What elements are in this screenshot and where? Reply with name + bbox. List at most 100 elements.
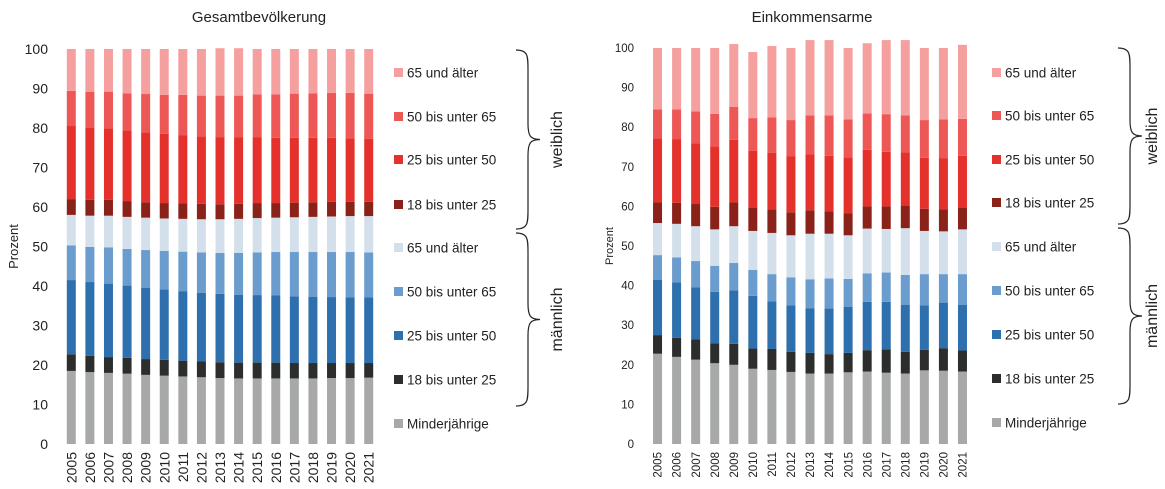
bar-segment-m50: [843, 278, 853, 307]
legend-label: 65 und älter: [1005, 66, 1077, 81]
x-tick-label: 2017: [286, 452, 302, 483]
bar-segment-w65: [767, 46, 777, 118]
bar-segment-m50: [122, 248, 132, 286]
bar-segment-w18: [364, 201, 374, 217]
bar-segment-w50: [215, 95, 225, 138]
bar-segment-m50: [271, 252, 281, 296]
bar-segment-m18: [919, 349, 929, 371]
bar-segment-w65: [900, 40, 910, 116]
bar-segment-m65: [786, 235, 796, 278]
bar-segment-minor: [938, 370, 948, 444]
x-tick-label: 2014: [231, 452, 247, 483]
y-tick-label: 30: [32, 317, 48, 333]
x-tick-label: 2016: [268, 452, 284, 483]
legend-label: 25 bis unter 50: [407, 329, 496, 344]
bar-segment-m18: [729, 343, 739, 365]
bar-segment-w25: [327, 137, 337, 202]
y-tick-label: 80: [32, 120, 48, 136]
bar-segment-w50: [289, 93, 299, 138]
x-tick-label: 2008: [710, 452, 722, 478]
bar-segment-m18: [710, 343, 720, 364]
bar-segment-m50: [729, 263, 739, 291]
bar-segment-w65: [141, 49, 151, 95]
bar-segment-w18: [178, 203, 188, 219]
bar-segment-w25: [824, 155, 834, 212]
bar-segment-w18: [900, 205, 910, 229]
bar-segment-w65: [710, 48, 720, 114]
legend-label: 25 bis unter 50: [1005, 153, 1094, 168]
bar-segment-m50: [672, 257, 682, 283]
bar-segment-w18: [196, 203, 206, 220]
x-tick-label: 2020: [939, 452, 951, 478]
x-tick-label: 2018: [900, 452, 912, 478]
bar-segment-minor: [957, 371, 967, 444]
bar-segment-m65: [215, 219, 225, 253]
bar-segment-w25: [196, 136, 206, 204]
bar-segment-w65: [271, 49, 281, 95]
bar-segment-m65: [103, 215, 113, 248]
bar-segment-m25: [786, 305, 796, 352]
bar-segment-w65: [691, 48, 701, 112]
legend-label: 25 bis unter 50: [407, 153, 496, 168]
y-tick-label: 60: [32, 199, 48, 215]
bar-segment-m65: [729, 226, 739, 264]
legend-swatch-m50: [992, 286, 1001, 295]
x-tick-label: 2017: [881, 452, 893, 478]
y-axis-label: Prozent: [6, 224, 21, 269]
bar-segment-w50: [691, 111, 701, 144]
bar-segment-m65: [345, 216, 355, 253]
bar-segment-m25: [103, 283, 113, 358]
bar-segment-m18: [938, 348, 948, 371]
bar-segment-w18: [345, 201, 355, 217]
bar-segment-w50: [881, 114, 891, 152]
y-tick-label: 70: [621, 162, 634, 174]
bar-segment-w18: [957, 207, 967, 230]
bar-segment-w65: [824, 40, 834, 116]
bar-segment-w65: [364, 49, 374, 94]
x-tick-label: 2019: [324, 452, 340, 483]
y-tick-label: 70: [32, 159, 48, 175]
y-tick-label: 90: [32, 80, 48, 96]
bar-segment-m65: [66, 214, 76, 246]
bar-segment-w50: [252, 94, 262, 138]
legend-label: 65 und älter: [407, 66, 479, 81]
y-tick-label: 50: [621, 241, 634, 253]
bar-segment-m18: [159, 359, 169, 376]
bar-segment-w18: [66, 199, 76, 215]
bar-segment-w25: [729, 139, 739, 203]
bar-segment-m25: [881, 301, 891, 350]
bar-segment-m50: [900, 274, 910, 306]
bar-segment-minor: [327, 378, 337, 444]
bar-segment-w65: [103, 49, 113, 92]
bar-segment-minor: [215, 378, 225, 444]
bar-segment-m50: [938, 274, 948, 303]
group-label-male: männlich: [1144, 284, 1161, 348]
bar-segment-w50: [957, 118, 967, 156]
bar-segment-m25: [215, 293, 225, 363]
y-axis-label: Prozent: [604, 227, 616, 265]
bar-segment-w50: [327, 92, 337, 138]
legend-label: 50 bis unter 65: [407, 285, 496, 300]
bar-segment-w50: [141, 94, 151, 133]
x-tick-label: 2015: [843, 452, 855, 478]
bar-segment-w50: [159, 94, 169, 134]
bar-segment-m25: [66, 280, 76, 355]
bar-segment-w50: [103, 91, 113, 129]
bar-segment-w18: [862, 206, 872, 229]
bar-segment-w25: [862, 149, 872, 207]
bar-segment-w65: [85, 49, 95, 92]
legend-label: 25 bis unter 50: [1005, 328, 1094, 343]
legend-swatch-w25: [394, 155, 403, 164]
brace-male: [515, 232, 541, 407]
bar-segment-m65: [85, 215, 95, 247]
bar-segment-minor: [234, 378, 244, 444]
bar-segment-m18: [196, 361, 206, 378]
bar-segment-m50: [178, 251, 188, 292]
legend-swatch-m50: [394, 287, 403, 296]
bar-segment-m65: [900, 228, 910, 275]
bar-segment-m65: [252, 218, 262, 253]
bar-segment-m25: [345, 297, 355, 364]
bar-segment-w50: [85, 91, 95, 128]
bar-segment-minor: [653, 353, 663, 444]
bar-segment-w25: [122, 130, 132, 202]
